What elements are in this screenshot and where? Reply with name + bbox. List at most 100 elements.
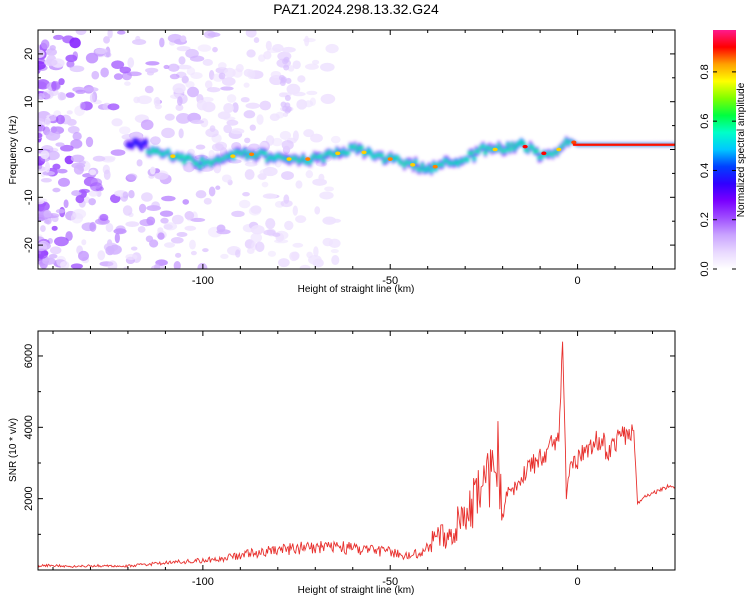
noise-blob xyxy=(111,118,123,127)
noise-blob xyxy=(113,73,123,80)
noise-blob xyxy=(289,251,299,262)
noise-blob xyxy=(314,206,321,215)
noise-blob xyxy=(274,159,282,168)
noise-blob xyxy=(88,198,96,206)
noise-blob xyxy=(281,46,296,53)
noise-blob xyxy=(72,51,79,61)
noise-blob xyxy=(55,142,65,147)
snr-x-tick-label: -50 xyxy=(382,576,398,588)
ridge-hotspot xyxy=(335,151,341,156)
noise-blob xyxy=(71,162,86,169)
noise-blob xyxy=(195,144,206,150)
noise-blob xyxy=(284,95,291,102)
noise-blob xyxy=(248,143,261,151)
noise-blob xyxy=(190,217,206,222)
spectrogram-x-tick-label: 0 xyxy=(575,275,581,287)
noise-blob xyxy=(40,150,50,160)
noise-blob xyxy=(226,119,239,126)
noise-blob xyxy=(221,77,236,86)
spectrogram-y-tick-label: -10 xyxy=(23,189,35,205)
noise-blob xyxy=(265,218,276,230)
noise-blob xyxy=(53,34,64,40)
noise-blob xyxy=(89,93,95,103)
noise-blob xyxy=(185,81,195,88)
noise-blob xyxy=(189,239,196,250)
noise-blob xyxy=(235,249,241,258)
noise-blob xyxy=(253,37,260,44)
noise-blob xyxy=(145,67,159,73)
ridge-hotspot xyxy=(556,147,562,152)
colorbar-gradient xyxy=(713,30,736,269)
noise-blob xyxy=(103,169,111,181)
noise-blob xyxy=(40,177,52,183)
noise-blob xyxy=(218,72,226,80)
noise-blob xyxy=(97,250,106,261)
noise-blob xyxy=(43,219,50,224)
noise-blob xyxy=(146,216,156,226)
noise-blob xyxy=(63,199,69,209)
noise-blob xyxy=(88,190,99,197)
noise-blob xyxy=(232,102,239,113)
noise-blob xyxy=(228,159,242,164)
ridge-cell xyxy=(379,154,385,158)
noise-blob xyxy=(250,205,262,214)
ridge-cell xyxy=(471,157,477,160)
noise-blob xyxy=(286,83,301,95)
noise-blob xyxy=(287,65,295,72)
noise-blob xyxy=(250,224,265,235)
noise-blob xyxy=(122,191,129,199)
noise-blob xyxy=(78,188,90,194)
noise-blob xyxy=(259,100,271,111)
colorbar: 0.0 0.2 0.4 0.6 0.8 Normalized spectral ampl… xyxy=(699,30,747,277)
noise-blob xyxy=(44,161,51,173)
snr-y-axis-label: SNR (10 * v/v) xyxy=(8,418,19,482)
ridge-hotspot xyxy=(541,151,547,156)
noise-blob xyxy=(306,90,318,96)
noise-blob xyxy=(184,211,195,220)
noise-blob xyxy=(280,76,287,83)
noise-blob xyxy=(263,229,276,236)
noise-blob xyxy=(250,232,263,243)
ridge-hotspot xyxy=(286,157,292,161)
noise-blob xyxy=(146,205,161,212)
noise-blob xyxy=(135,35,141,42)
noise-blob xyxy=(218,62,227,70)
noise-blob xyxy=(159,210,174,217)
colorbar-tick-label: 0.8 xyxy=(699,64,711,79)
noise-blob xyxy=(284,220,294,231)
noise-blob xyxy=(107,260,118,269)
noise-blob xyxy=(163,242,176,248)
noise-blob xyxy=(125,253,138,261)
noise-blob xyxy=(141,192,153,202)
noise-blob xyxy=(245,30,257,38)
noise-blob xyxy=(138,203,147,214)
ridge-hotspot xyxy=(387,157,393,161)
noise-blob xyxy=(106,239,113,248)
noise-blob xyxy=(125,221,140,228)
noise-blob xyxy=(124,81,131,86)
noise-blob xyxy=(140,119,154,131)
noise-blob xyxy=(270,70,282,79)
noise-blob xyxy=(178,128,184,139)
noise-blob xyxy=(243,110,256,119)
noise-blob xyxy=(145,61,160,66)
noise-blob xyxy=(113,228,127,235)
spectrogram-y-tick-label: 20 xyxy=(23,48,35,60)
noise-blob xyxy=(90,182,103,192)
noise-blob xyxy=(79,101,86,110)
noise-blob xyxy=(208,149,215,158)
noise-blob xyxy=(320,62,335,72)
noise-blob xyxy=(203,197,212,205)
noise-blob xyxy=(38,199,45,205)
noise-blob xyxy=(202,248,209,253)
ridge-hotspot xyxy=(305,157,311,161)
ridge-cell xyxy=(480,145,486,148)
noise-blob xyxy=(48,253,58,259)
noise-blob xyxy=(46,48,58,57)
noise-blob xyxy=(331,255,340,266)
noise-blob xyxy=(52,163,61,170)
noise-blob xyxy=(330,249,339,254)
noise-blob xyxy=(330,218,342,223)
noise-blob xyxy=(89,221,97,232)
noise-blob xyxy=(190,250,197,256)
